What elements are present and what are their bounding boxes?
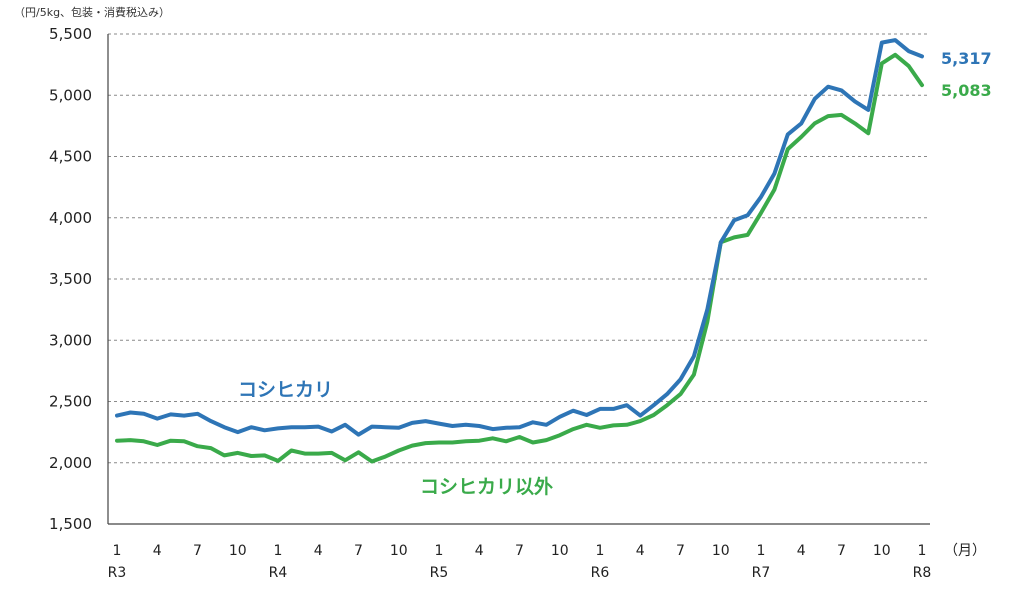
y-tick-label: 5,500: [49, 25, 92, 43]
x-tick-label: 10: [229, 543, 247, 559]
x-tick-label: 10: [873, 543, 891, 559]
y-tick-label: 1,500: [49, 515, 92, 533]
era-label: R6: [591, 565, 610, 581]
x-tick-label: 7: [676, 543, 685, 559]
x-tick-label: 7: [193, 543, 202, 559]
x-tick-label: 1: [596, 543, 605, 559]
x-tick-label: 10: [390, 543, 408, 559]
x-tick-label: 1: [757, 543, 766, 559]
grid-layer: [107, 33, 930, 525]
x-tick-label: 4: [475, 543, 484, 559]
y-tick-label: 4,000: [49, 209, 92, 227]
x-tick-label: 1: [113, 543, 122, 559]
era-label: R4: [269, 565, 288, 581]
non-koshihikari-end-value: 5,083: [941, 81, 992, 100]
y-tick-label: 4,500: [49, 148, 92, 166]
x-tick-label: 4: [636, 543, 645, 559]
x-unit-label: （月）: [944, 543, 986, 559]
koshihikari-series-label: コシヒカリ: [238, 379, 333, 401]
x-tick-label: 4: [153, 543, 162, 559]
x-tick-label: 1: [274, 543, 283, 559]
non-koshihikari-line: [115, 52, 924, 464]
x-tick-label: 1: [918, 543, 927, 559]
non-koshihikari-series-label: コシヒカリ以外: [420, 475, 553, 498]
y-tick-label: 3,500: [49, 270, 92, 288]
era-label: R3: [108, 565, 127, 581]
era-label: R5: [430, 565, 449, 581]
x-tick-label: 10: [712, 543, 730, 559]
y-tick-label: 2,000: [49, 454, 92, 472]
koshihikari-end-value: 5,317: [941, 49, 992, 68]
unit-label: （円/5kg、包装・消費税込み）: [14, 5, 170, 19]
y-tick-label: 3,000: [49, 331, 92, 349]
series-layer: [115, 38, 924, 464]
era-label: R7: [752, 565, 771, 581]
y-axis-ticks: 1,500 2,000 2,500 3,000 3,500 4,000 4,500 5,000…: [49, 25, 92, 533]
x-tick-label: 7: [354, 543, 363, 559]
era-label: R8: [913, 565, 932, 581]
x-tick-label: 4: [314, 543, 323, 559]
x-tick-label: 1: [435, 543, 444, 559]
x-tick-label: 7: [515, 543, 524, 559]
koshihikari-line: [115, 38, 924, 437]
x-tick-label: 4: [797, 543, 806, 559]
x-axis-ticks: 1 4 7 10 1 4 7 10 1 4 7 10 1 4 7 10 1 4 7 10 1 R3 R4 R5 R6 R7 R8: [108, 543, 932, 581]
x-tick-label: 7: [837, 543, 846, 559]
y-tick-label: 2,500: [49, 393, 92, 411]
y-tick-label: 5,000: [49, 86, 92, 104]
x-tick-label: 10: [551, 543, 569, 559]
